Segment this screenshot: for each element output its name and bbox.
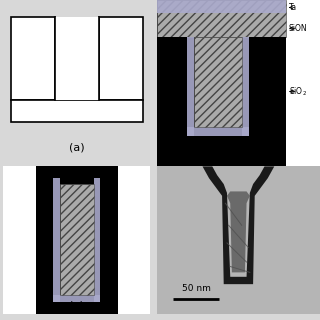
Bar bbox=[100, 166, 118, 314]
Polygon shape bbox=[203, 166, 274, 284]
Bar bbox=[36, 166, 53, 314]
Bar bbox=[286, 0, 320, 166]
Text: Ta: Ta bbox=[289, 3, 297, 12]
Bar bbox=[11, 100, 143, 122]
Bar bbox=[187, 127, 249, 136]
Bar bbox=[157, 0, 286, 13]
Bar bbox=[157, 0, 286, 36]
Bar bbox=[60, 184, 94, 295]
Text: (c): (c) bbox=[69, 301, 84, 311]
Text: 50 nm: 50 nm bbox=[181, 284, 211, 293]
Bar bbox=[157, 0, 286, 166]
Polygon shape bbox=[227, 191, 250, 272]
Bar bbox=[118, 166, 150, 314]
Bar bbox=[157, 36, 187, 166]
Text: (a): (a) bbox=[69, 142, 84, 152]
Bar bbox=[11, 17, 55, 100]
Text: SiO$_2$: SiO$_2$ bbox=[289, 85, 307, 98]
Bar bbox=[55, 17, 99, 100]
Bar bbox=[99, 17, 143, 100]
Text: (b): (b) bbox=[213, 151, 229, 161]
Bar bbox=[187, 36, 194, 136]
Bar bbox=[242, 36, 249, 136]
Text: SiON: SiON bbox=[289, 24, 307, 33]
Bar bbox=[53, 295, 100, 302]
Bar bbox=[249, 36, 286, 166]
Bar bbox=[194, 36, 242, 127]
Bar bbox=[53, 178, 60, 302]
Bar bbox=[3, 166, 36, 314]
Bar bbox=[94, 178, 100, 302]
